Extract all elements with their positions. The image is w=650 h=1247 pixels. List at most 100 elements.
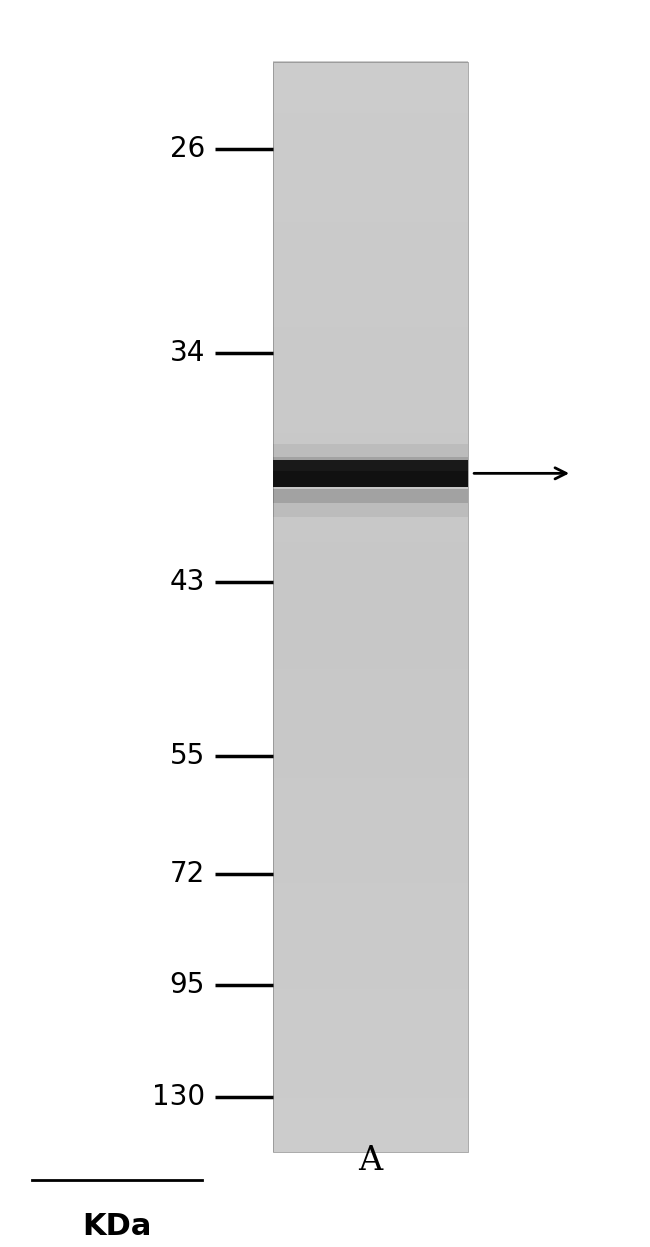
Bar	[273, 678, 468, 683]
Bar	[273, 936, 468, 941]
Bar	[273, 933, 468, 938]
Bar	[273, 105, 468, 110]
Bar	[273, 217, 468, 222]
Bar	[273, 162, 468, 167]
Bar	[273, 904, 468, 909]
Bar	[273, 802, 468, 807]
Bar	[273, 889, 468, 894]
Bar	[273, 1090, 468, 1094]
Bar	[273, 268, 468, 273]
Bar	[273, 995, 468, 1000]
Bar	[273, 955, 468, 960]
Bar	[273, 697, 468, 702]
Bar	[273, 1107, 468, 1112]
Bar	[273, 232, 468, 237]
Bar	[273, 813, 468, 818]
Bar	[273, 718, 468, 723]
Text: A: A	[358, 1145, 383, 1177]
Bar	[273, 508, 468, 513]
Bar	[273, 1126, 468, 1131]
Bar	[273, 1136, 468, 1141]
Bar	[273, 1020, 468, 1025]
Bar	[273, 431, 468, 436]
Bar	[273, 65, 468, 70]
Bar	[273, 752, 468, 756]
Bar	[273, 555, 468, 560]
Bar	[273, 460, 468, 488]
Bar	[273, 729, 468, 734]
Bar	[273, 832, 468, 837]
Bar	[273, 403, 468, 408]
Bar	[273, 209, 468, 214]
Bar	[273, 185, 468, 190]
Bar	[273, 118, 468, 123]
Bar	[273, 420, 468, 425]
Bar	[273, 213, 468, 218]
Bar	[273, 115, 468, 120]
Bar	[273, 595, 468, 600]
Bar	[273, 915, 468, 920]
Bar	[273, 693, 468, 698]
Bar	[273, 821, 468, 826]
Bar	[273, 1003, 468, 1008]
Bar	[273, 130, 468, 135]
Text: 26: 26	[170, 135, 205, 162]
Bar	[273, 236, 468, 241]
Bar	[273, 919, 468, 923]
Bar	[273, 428, 468, 433]
Bar	[273, 380, 468, 385]
Bar	[273, 359, 468, 364]
Bar	[273, 842, 468, 847]
Bar	[273, 627, 468, 632]
Bar	[273, 1024, 468, 1029]
Bar	[273, 337, 468, 342]
Bar	[273, 1031, 468, 1036]
Bar	[273, 617, 468, 622]
Bar	[273, 453, 468, 458]
Bar	[273, 657, 468, 662]
Bar	[273, 1016, 468, 1021]
Bar	[273, 741, 468, 746]
Bar	[273, 456, 468, 461]
Bar	[273, 61, 468, 66]
Bar	[273, 1140, 468, 1145]
Bar	[273, 333, 468, 338]
Bar	[273, 976, 468, 981]
Bar	[273, 577, 468, 582]
Bar	[273, 584, 468, 589]
Bar	[273, 1006, 468, 1010]
Bar	[273, 75, 468, 80]
Bar	[273, 969, 468, 974]
Bar	[273, 570, 468, 575]
Bar	[273, 530, 468, 535]
Bar	[273, 276, 468, 281]
Bar	[273, 450, 468, 454]
Bar	[273, 329, 468, 334]
Bar	[273, 591, 468, 596]
Bar	[273, 984, 468, 989]
Bar	[273, 253, 468, 258]
Bar	[273, 1060, 468, 1065]
Bar	[273, 868, 468, 873]
Bar	[273, 483, 468, 488]
Bar	[273, 503, 468, 516]
Bar	[273, 71, 468, 76]
Bar	[273, 133, 468, 138]
Bar	[273, 944, 468, 949]
Bar	[273, 1039, 468, 1044]
Bar	[273, 665, 468, 668]
Bar	[273, 170, 468, 175]
Bar	[273, 177, 468, 182]
Bar	[273, 690, 468, 695]
Bar	[273, 857, 468, 862]
Bar	[273, 1111, 468, 1116]
Bar	[273, 395, 468, 400]
Bar	[273, 769, 468, 774]
Bar	[273, 323, 468, 327]
Bar	[273, 864, 468, 869]
Bar	[273, 101, 468, 106]
Bar	[273, 369, 468, 374]
Bar	[273, 272, 468, 277]
Bar	[273, 108, 468, 112]
Bar	[273, 173, 468, 178]
